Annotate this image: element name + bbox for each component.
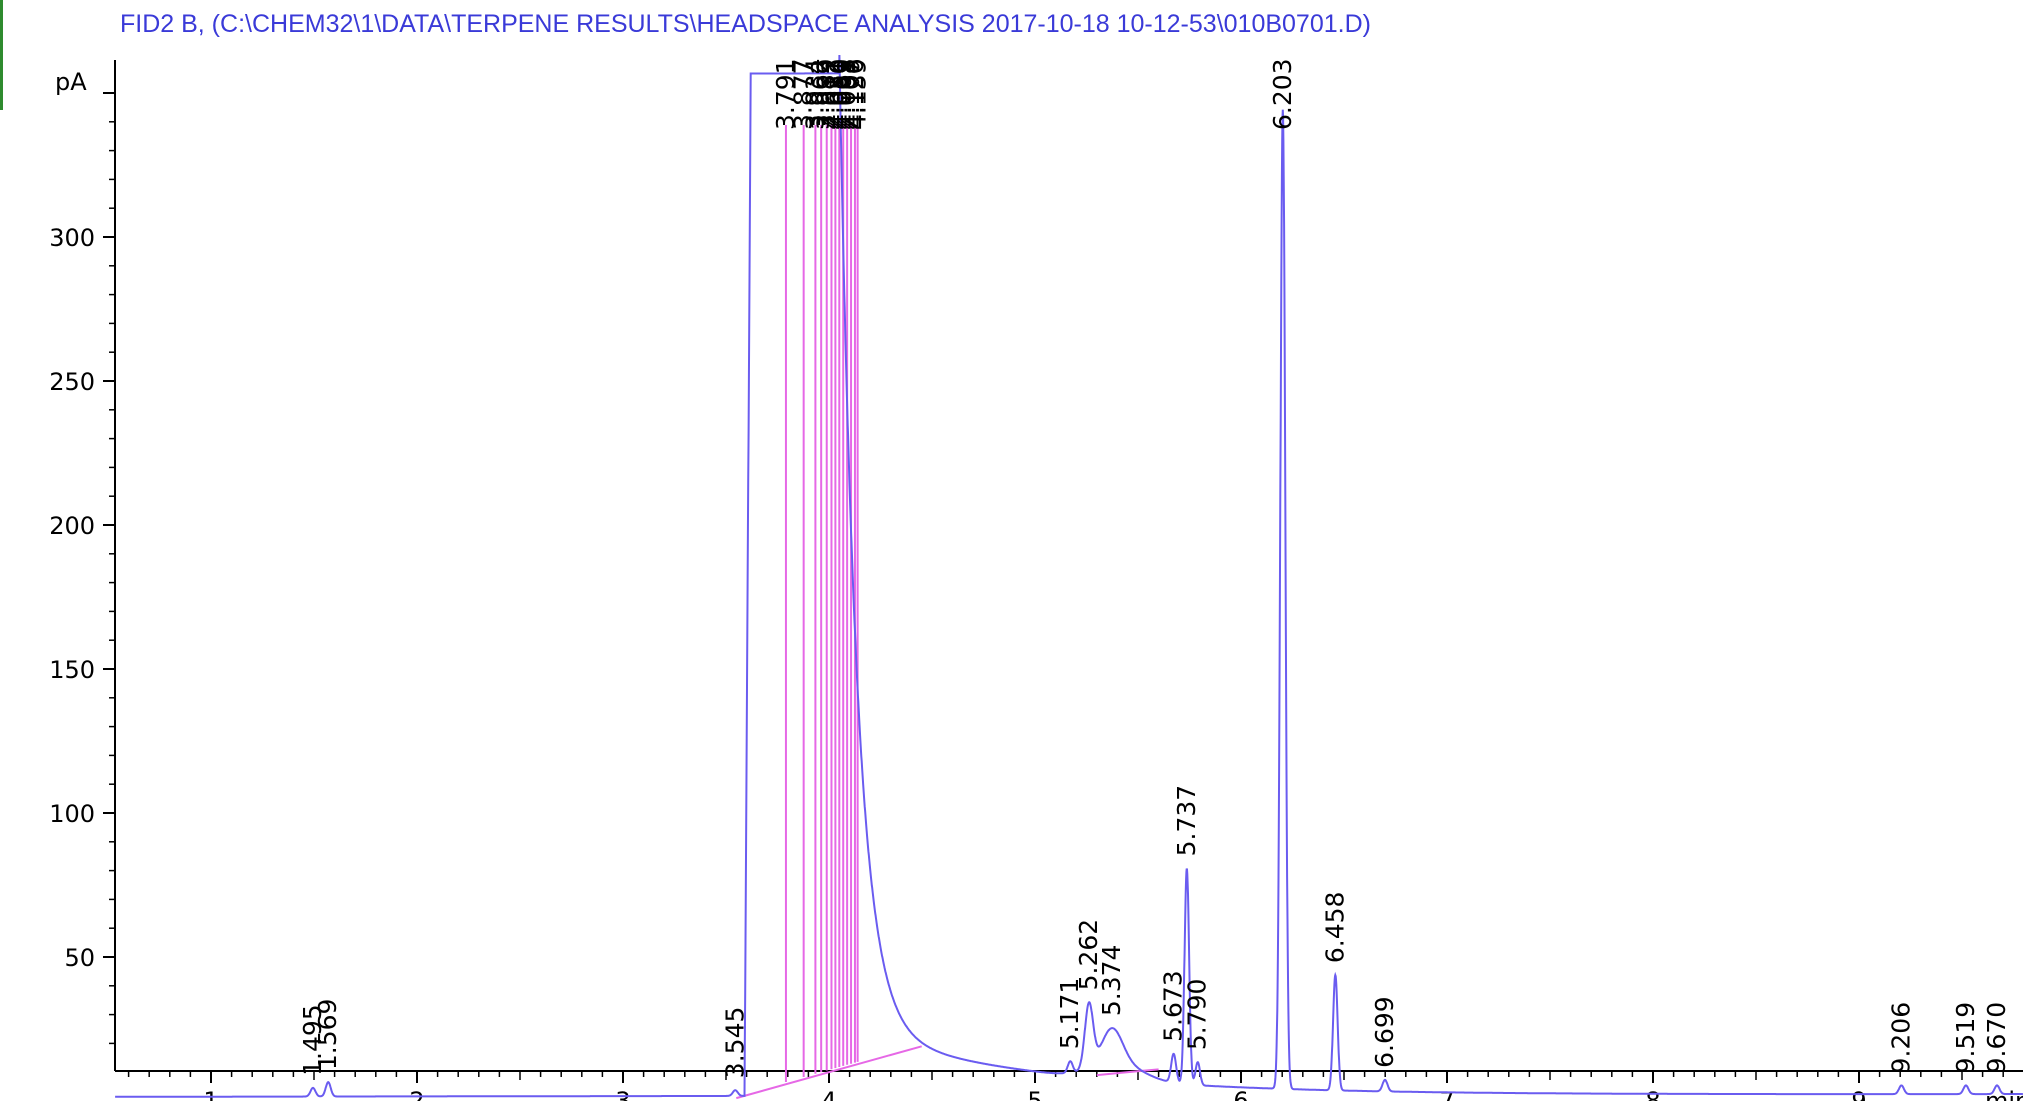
peak-label: 1.569 bbox=[313, 999, 342, 1071]
x-axis-label: min bbox=[1985, 1087, 2023, 1101]
peak-label: 4.139 bbox=[843, 58, 872, 130]
peak-label: 4.088 bbox=[832, 58, 861, 130]
peak-label: 5.790 bbox=[1183, 979, 1212, 1051]
x-tick-label: 5 bbox=[1027, 1087, 1042, 1101]
x-tick-label: 6 bbox=[1233, 1087, 1248, 1101]
y-tick-label: 150 bbox=[49, 656, 95, 684]
peak-label: 3.545 bbox=[720, 1007, 749, 1079]
peak-label: 5.737 bbox=[1172, 785, 1201, 857]
peak-label: 3.934 bbox=[800, 58, 829, 130]
peak-label: 4.050 bbox=[824, 58, 853, 130]
peak-label: 6.203 bbox=[1268, 58, 1297, 130]
peak-label: 4.069 bbox=[828, 58, 857, 130]
x-tick-label: 4 bbox=[821, 1087, 836, 1101]
peak-label: 1.495 bbox=[298, 1004, 327, 1076]
peak-label: 5.262 bbox=[1074, 919, 1103, 991]
y-tick-label: 200 bbox=[49, 512, 95, 540]
baseline-segment bbox=[1096, 1068, 1159, 1077]
x-tick-label: 3 bbox=[615, 1087, 630, 1101]
peak-markers bbox=[784, 125, 859, 1082]
peak-label: 6.458 bbox=[1320, 892, 1349, 964]
peak-label: 9.519 bbox=[1951, 1002, 1980, 1074]
y-tick-label: 250 bbox=[49, 368, 95, 396]
peak-label: 5.673 bbox=[1159, 970, 1188, 1042]
integration-baselines bbox=[736, 1045, 1159, 1100]
peak-label: 5.171 bbox=[1055, 978, 1084, 1050]
peak-label: 4.107 bbox=[836, 58, 865, 130]
peak-label: 3.791 bbox=[771, 58, 800, 130]
left-edge-accent bbox=[0, 0, 3, 110]
peak-label: 4.012 bbox=[816, 58, 845, 130]
y-tick-label: 100 bbox=[49, 800, 95, 828]
y-tick-label: 300 bbox=[49, 224, 95, 252]
peak-label: 3.877 bbox=[789, 58, 818, 130]
peak-label: 4.126 bbox=[840, 58, 869, 130]
x-tick-label: 1 bbox=[203, 1087, 218, 1101]
baseline-segment bbox=[736, 1045, 922, 1100]
peak-label: 6.699 bbox=[1370, 996, 1399, 1068]
peak-label: 9.206 bbox=[1886, 1002, 1915, 1074]
signal-trace bbox=[115, 54, 2023, 1098]
peak-label: 4.031 bbox=[820, 58, 849, 130]
peak-label: 3.989 bbox=[812, 58, 841, 130]
chart-title: FID2 B, (C:\CHEM32\1\DATA\TERPENE RESULT… bbox=[120, 10, 1371, 38]
y-axis-label: pA bbox=[55, 68, 87, 96]
peak-label: 3.962 bbox=[806, 58, 835, 130]
x-tick-label: 2 bbox=[409, 1087, 424, 1101]
peak-label: 9.670 bbox=[1982, 1002, 2011, 1074]
peak-label: 5.374 bbox=[1097, 945, 1126, 1017]
x-tick-label: 7 bbox=[1439, 1087, 1454, 1101]
y-tick-label: 50 bbox=[64, 944, 95, 972]
